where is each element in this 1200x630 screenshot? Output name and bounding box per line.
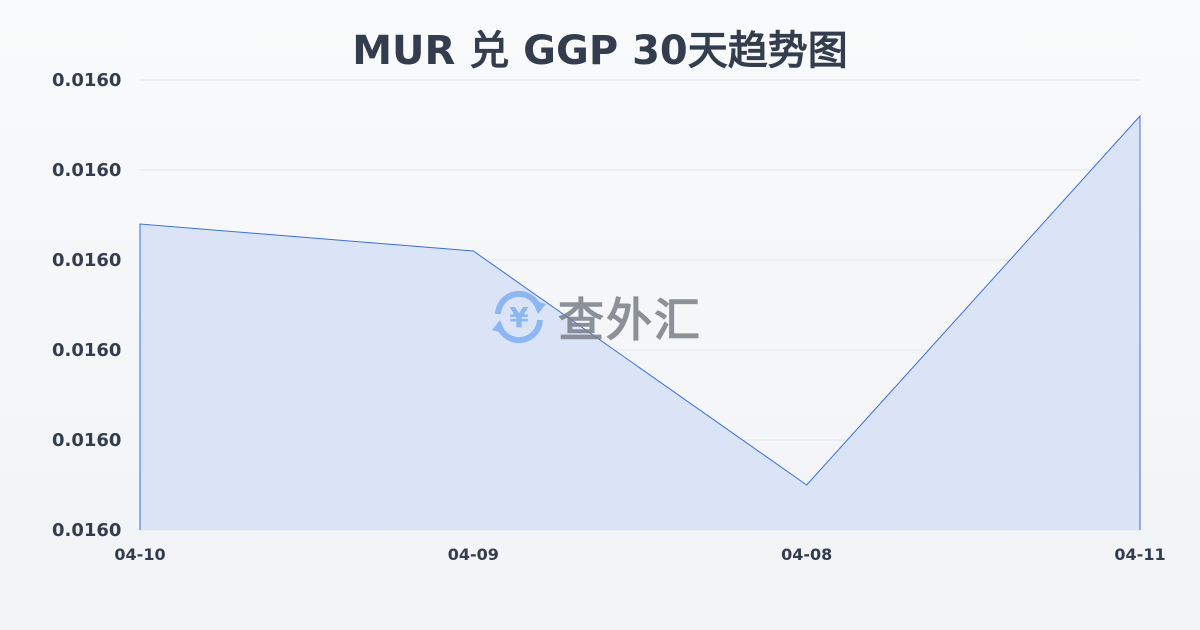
x-tick-label: 04-11	[1114, 545, 1165, 564]
data-point	[806, 484, 808, 486]
series-line	[139, 114, 1141, 530]
data-point	[139, 223, 141, 225]
y-tick-label: 0.0160	[52, 250, 121, 271]
x-tick-label: 04-08	[781, 545, 832, 564]
data-point	[1139, 115, 1141, 117]
data-point	[472, 250, 474, 252]
y-tick-label: 0.0160	[52, 430, 121, 451]
y-tick-label: 0.0160	[52, 520, 121, 541]
x-tick-label: 04-10	[114, 545, 165, 564]
watermark: ¥ 查外汇	[488, 284, 702, 350]
x-tick-label: 04-09	[448, 545, 499, 564]
svg-text:¥: ¥	[509, 301, 529, 334]
watermark-text: 查外汇	[558, 293, 702, 347]
y-tick-label: 0.0160	[52, 70, 121, 91]
area-fill	[140, 116, 1140, 530]
yen-exchange-icon: ¥	[492, 290, 546, 344]
chart-title: MUR 兑 GGP 30天趋势图	[352, 28, 848, 74]
y-tick-label: 0.0160	[52, 340, 121, 361]
y-tick-label: 0.0160	[52, 160, 121, 181]
